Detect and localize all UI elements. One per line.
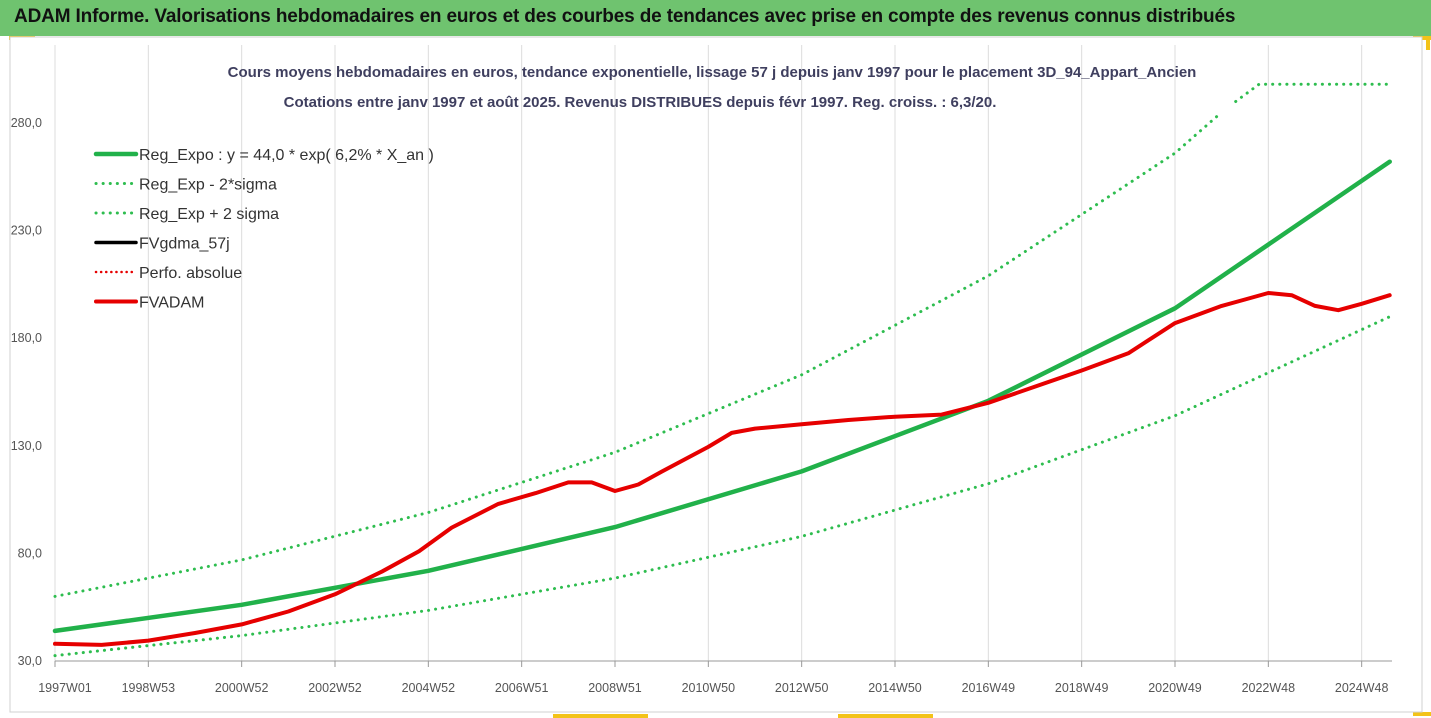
series-line-1 xyxy=(53,315,1392,658)
x-tick-label: 2022W48 xyxy=(1242,681,1296,695)
x-tick-label: 2008W51 xyxy=(588,681,642,695)
legend-label: Perfo. absolue xyxy=(139,265,242,282)
x-tick-label: 2024W48 xyxy=(1335,681,1389,695)
bottom-marker-2 xyxy=(838,714,933,718)
x-tick-label: 2006W51 xyxy=(495,681,549,695)
corner-marker-right-vert xyxy=(1426,36,1430,50)
y-tick-label: 180,0 xyxy=(11,331,42,345)
series-line-6 xyxy=(53,291,1392,647)
y-tick-label: 130,0 xyxy=(11,439,42,453)
bottom-marker-1 xyxy=(553,714,648,718)
x-tick-label: 1997W01 xyxy=(38,681,92,695)
legend-label: FVgdma_57j xyxy=(139,236,230,253)
x-tick-label: 2012W50 xyxy=(775,681,829,695)
x-tick-label: 1998W53 xyxy=(122,681,176,695)
y-tick-label: 280,0 xyxy=(11,116,42,130)
x-tick-label: 2010W50 xyxy=(682,681,736,695)
x-tick-label: 2016W49 xyxy=(962,681,1016,695)
y-tick-label: 80,0 xyxy=(18,546,42,560)
chart-title: Cours moyens hebdomadaires en euros, ten… xyxy=(228,64,1197,81)
x-tick-label: 2014W50 xyxy=(868,681,922,695)
x-tick-label: 2018W49 xyxy=(1055,681,1109,695)
y-tick-label: 230,0 xyxy=(11,224,42,238)
header-title: ADAM Informe. Valorisations hebdomadaire… xyxy=(14,6,1236,27)
x-tick-label: 2020W49 xyxy=(1148,681,1202,695)
chart-subtitle: Cotations entre janv 1997 et août 2025. … xyxy=(284,94,997,111)
chart-border xyxy=(9,36,1423,713)
series-line-3 xyxy=(1234,82,1392,103)
header-bar: ADAM Informe. Valorisations hebdomadaire… xyxy=(0,0,1431,36)
x-tick-label: 2000W52 xyxy=(215,681,269,695)
legend-label: Reg_Expo : y = 44,0 * exp( 6,2% * X_an ) xyxy=(139,147,434,164)
series-line-2 xyxy=(53,110,1224,598)
legend-label: FVADAM xyxy=(139,295,204,312)
legend-label: Reg_Exp + 2 sigma xyxy=(139,206,279,223)
series-line-0 xyxy=(52,159,1392,634)
y-tick-label: 30,0 xyxy=(18,654,42,668)
x-tick-label: 2002W52 xyxy=(308,681,362,695)
corner-marker-right-bottom xyxy=(1413,712,1431,716)
x-tick-label: 2004W52 xyxy=(402,681,456,695)
legend-label: Reg_Exp - 2*sigma xyxy=(139,177,277,194)
